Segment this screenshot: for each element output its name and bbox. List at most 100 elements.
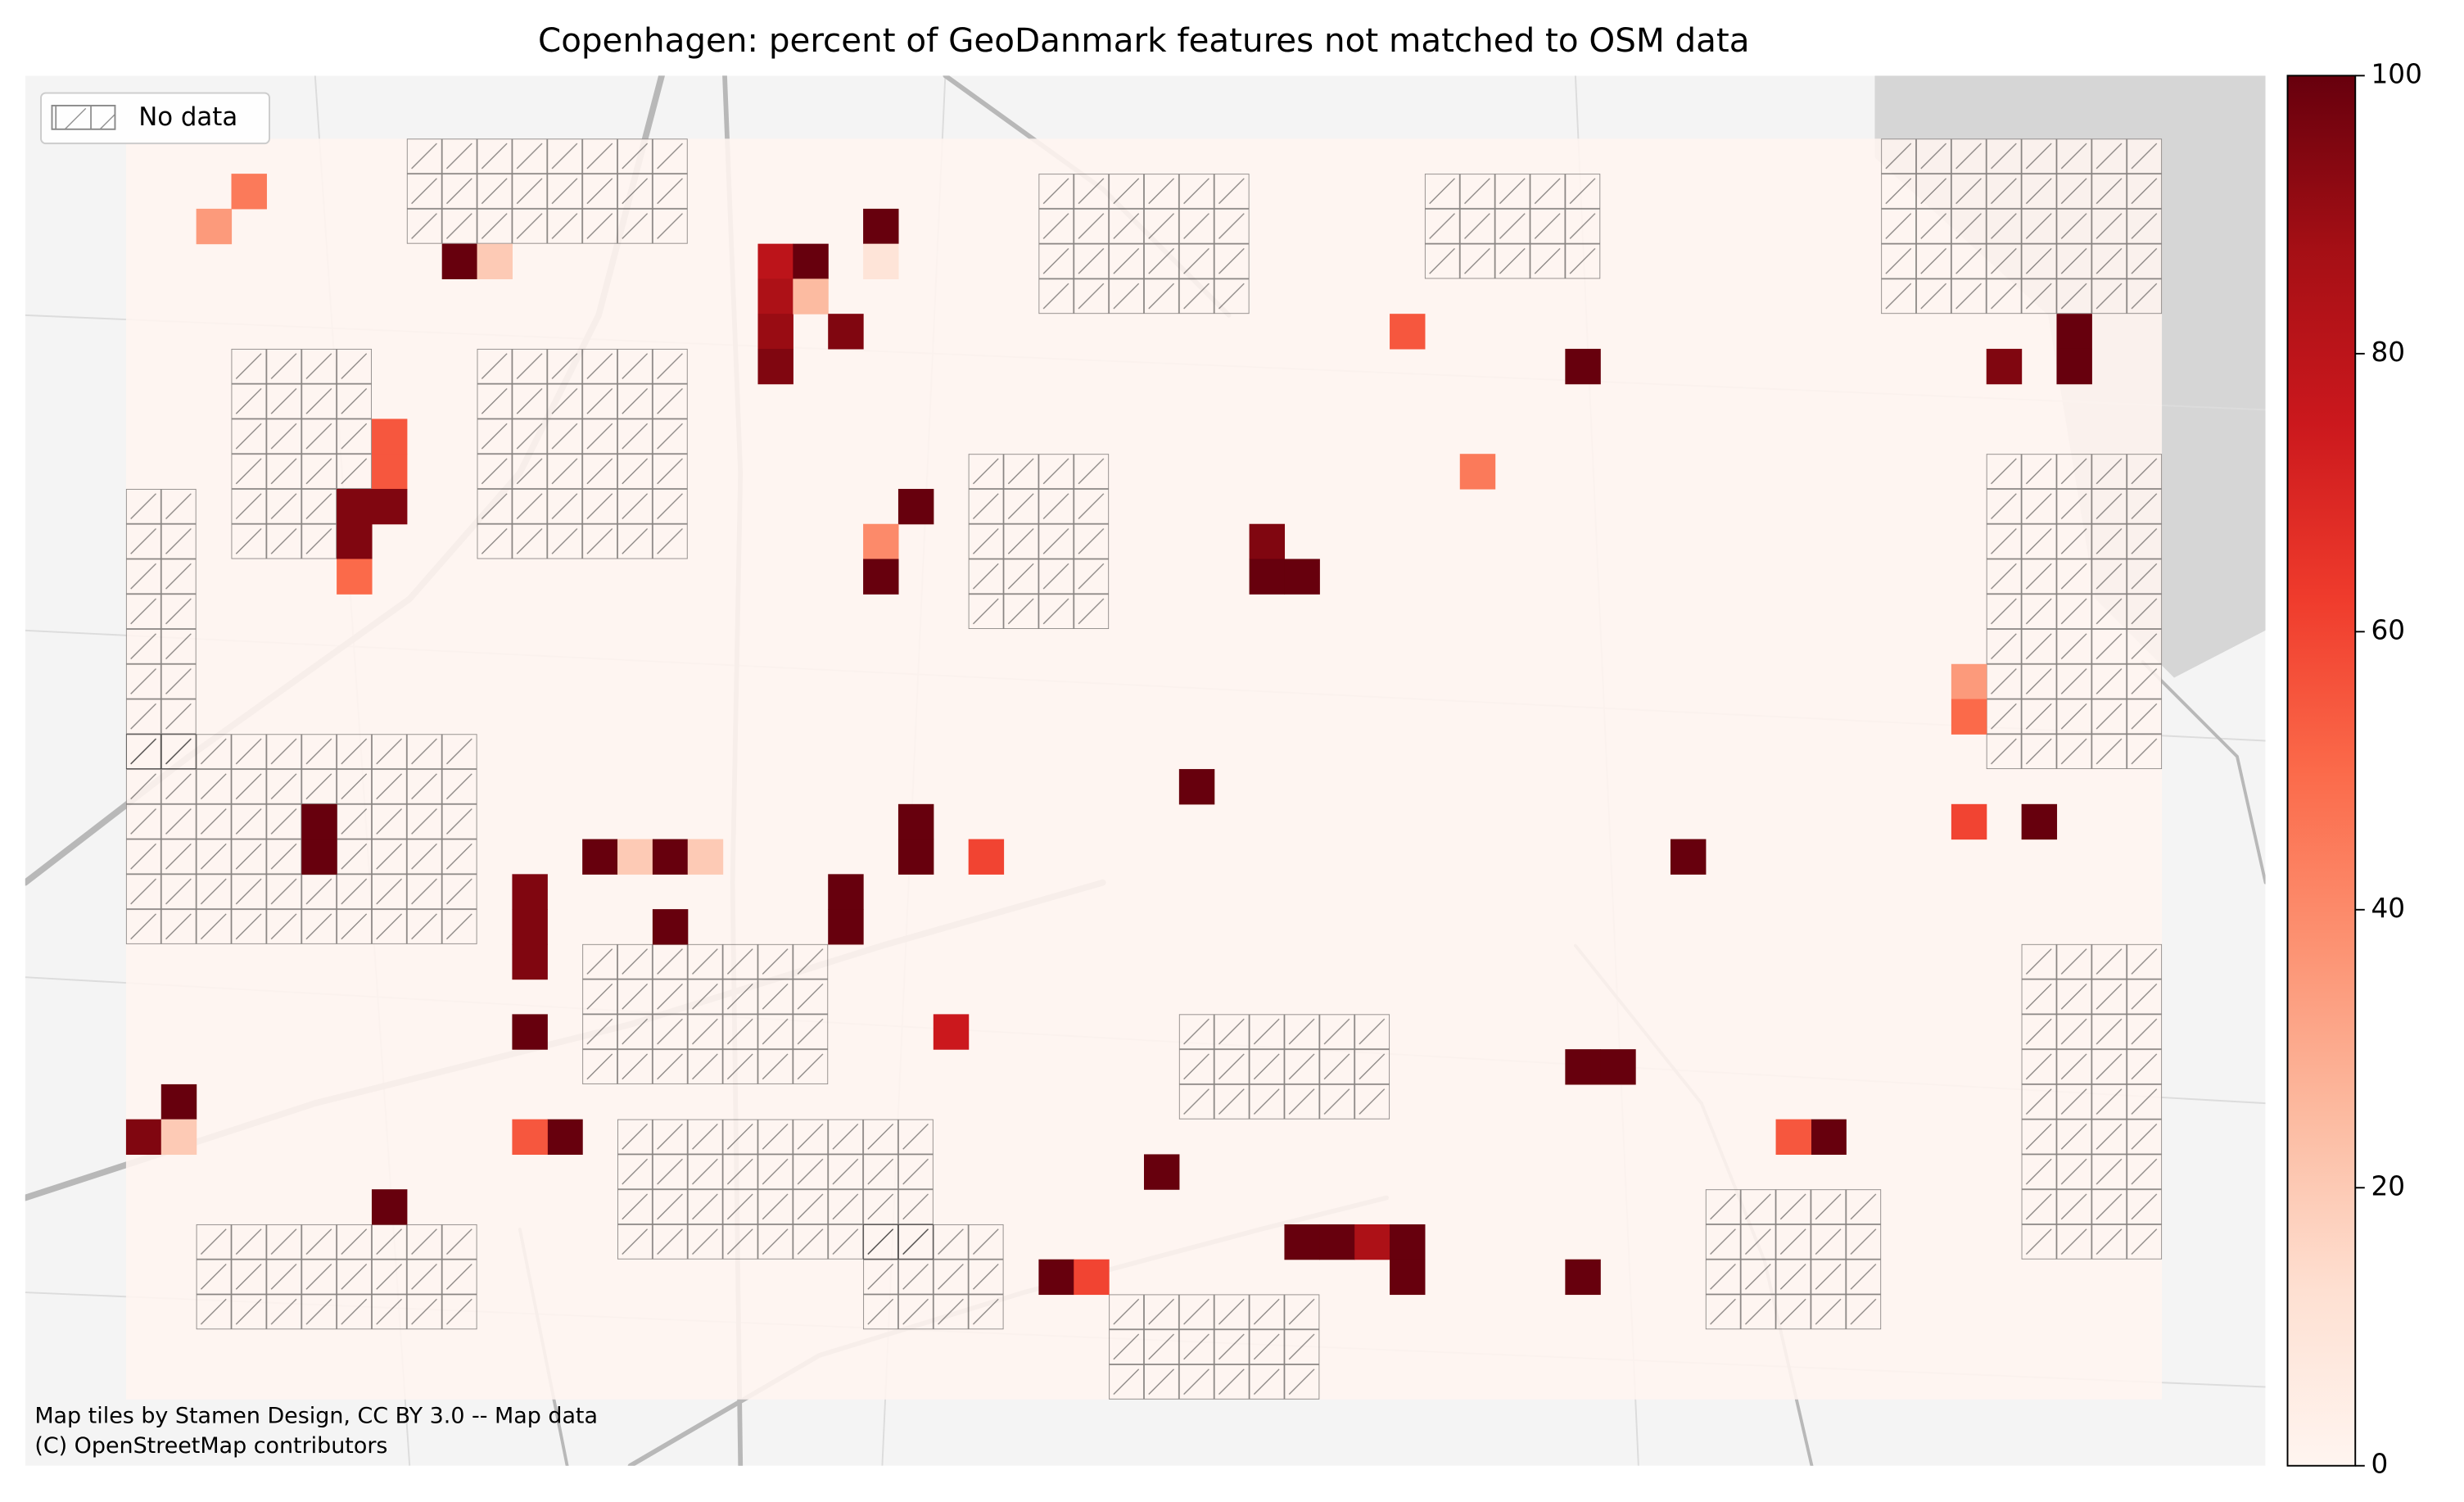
- cell: [1319, 1224, 1355, 1260]
- cell: [160, 1119, 197, 1156]
- cell: [757, 348, 793, 385]
- cell: [1143, 1154, 1180, 1190]
- no-data-cells: [125, 138, 2163, 1400]
- legend-label: No data: [138, 102, 237, 132]
- cell: [337, 559, 373, 595]
- cell: [1670, 839, 1707, 875]
- cell: [1565, 1259, 1601, 1296]
- colorbar-tick-label: 40: [2371, 893, 2405, 924]
- cell: [1249, 559, 1286, 595]
- cell: [512, 943, 548, 980]
- cell: [652, 909, 689, 945]
- cell: [1354, 1224, 1390, 1260]
- no-data-block: [582, 943, 829, 1084]
- cell: [1951, 803, 1987, 840]
- cell: [1565, 1049, 1601, 1085]
- cell: [512, 1014, 548, 1050]
- cell: [512, 909, 548, 945]
- cell: [863, 523, 899, 560]
- cell: [337, 488, 373, 525]
- colorbar-tick-label: 0: [2371, 1449, 2388, 1480]
- cell: [2056, 314, 2092, 350]
- cell: [757, 278, 793, 314]
- cell: [897, 839, 934, 875]
- cell: [160, 1084, 197, 1120]
- no-data-block: [1178, 1014, 1390, 1120]
- no-data-block: [863, 1224, 1004, 1330]
- no-data-block: [477, 348, 688, 559]
- cell: [652, 839, 689, 875]
- cell: [1284, 559, 1320, 595]
- cell: [897, 488, 934, 525]
- cell: [757, 314, 793, 350]
- no-data-block: [2021, 943, 2163, 1260]
- chart-title: Copenhagen: percent of GeoDanmark featur…: [538, 20, 1749, 60]
- cell: [1951, 663, 1987, 700]
- cell: [1038, 1259, 1074, 1296]
- cell: [1459, 454, 1496, 490]
- cell: [828, 874, 864, 910]
- cell: [1390, 1259, 1426, 1296]
- cell: [828, 314, 864, 350]
- cell: [231, 174, 267, 210]
- no-data-block: [1424, 174, 1601, 279]
- cell: [1074, 1259, 1110, 1296]
- no-data-block: [196, 1224, 477, 1330]
- no-data-block: [406, 138, 688, 244]
- cell: [1600, 1049, 1636, 1085]
- cell: [371, 488, 408, 525]
- cell: [301, 803, 337, 840]
- no-data-block: [125, 488, 197, 770]
- cell: [477, 243, 513, 279]
- cell: [1249, 523, 1286, 560]
- cell: [512, 874, 548, 910]
- cell: [617, 839, 653, 875]
- cell: [1390, 1224, 1426, 1260]
- no-data-block: [968, 454, 1110, 630]
- cell: [2021, 803, 2058, 840]
- cell: [1178, 769, 1215, 805]
- cells: [125, 174, 2092, 1296]
- legend: No data: [40, 92, 270, 145]
- cell: [687, 839, 724, 875]
- cell: [547, 1119, 583, 1156]
- cell: [582, 839, 618, 875]
- cell: [2056, 348, 2092, 385]
- cell: [301, 839, 337, 875]
- cell: [371, 418, 408, 455]
- cell: [337, 523, 373, 560]
- attribution: (C) OpenStreetMap contributors: [34, 1433, 387, 1459]
- cell: [1390, 314, 1426, 350]
- no-data-block: [1986, 454, 2163, 770]
- cell: [968, 839, 1005, 875]
- cell: [897, 803, 934, 840]
- cell: [1811, 1119, 1847, 1156]
- cell: [863, 243, 899, 279]
- cell: [125, 1119, 162, 1156]
- cell: [196, 208, 233, 245]
- cell: [793, 278, 829, 314]
- colorbar-tick-label: 100: [2371, 58, 2421, 89]
- cell: [1565, 348, 1601, 385]
- cell: [757, 243, 793, 279]
- cell: [933, 1014, 970, 1050]
- cell: [793, 243, 829, 279]
- colorbar: [2286, 75, 2357, 1467]
- colorbar-tick-label: 60: [2371, 614, 2405, 645]
- cell: [441, 243, 478, 279]
- attribution: Map tiles by Stamen Design, CC BY 3.0 --…: [34, 1404, 598, 1429]
- cell: [863, 208, 899, 245]
- cell: [828, 909, 864, 945]
- no-data-block: [1038, 174, 1250, 314]
- colorbar-tick-label: 80: [2371, 337, 2405, 368]
- cell: [1951, 699, 1987, 735]
- no-data-block: [1705, 1189, 1882, 1330]
- cell: [371, 1189, 408, 1225]
- legend-swatch: [51, 104, 116, 130]
- colorbar-tick-label: 20: [2371, 1170, 2405, 1201]
- cell: [371, 454, 408, 490]
- cell: [1775, 1119, 1811, 1156]
- no-data-block: [1881, 138, 2163, 314]
